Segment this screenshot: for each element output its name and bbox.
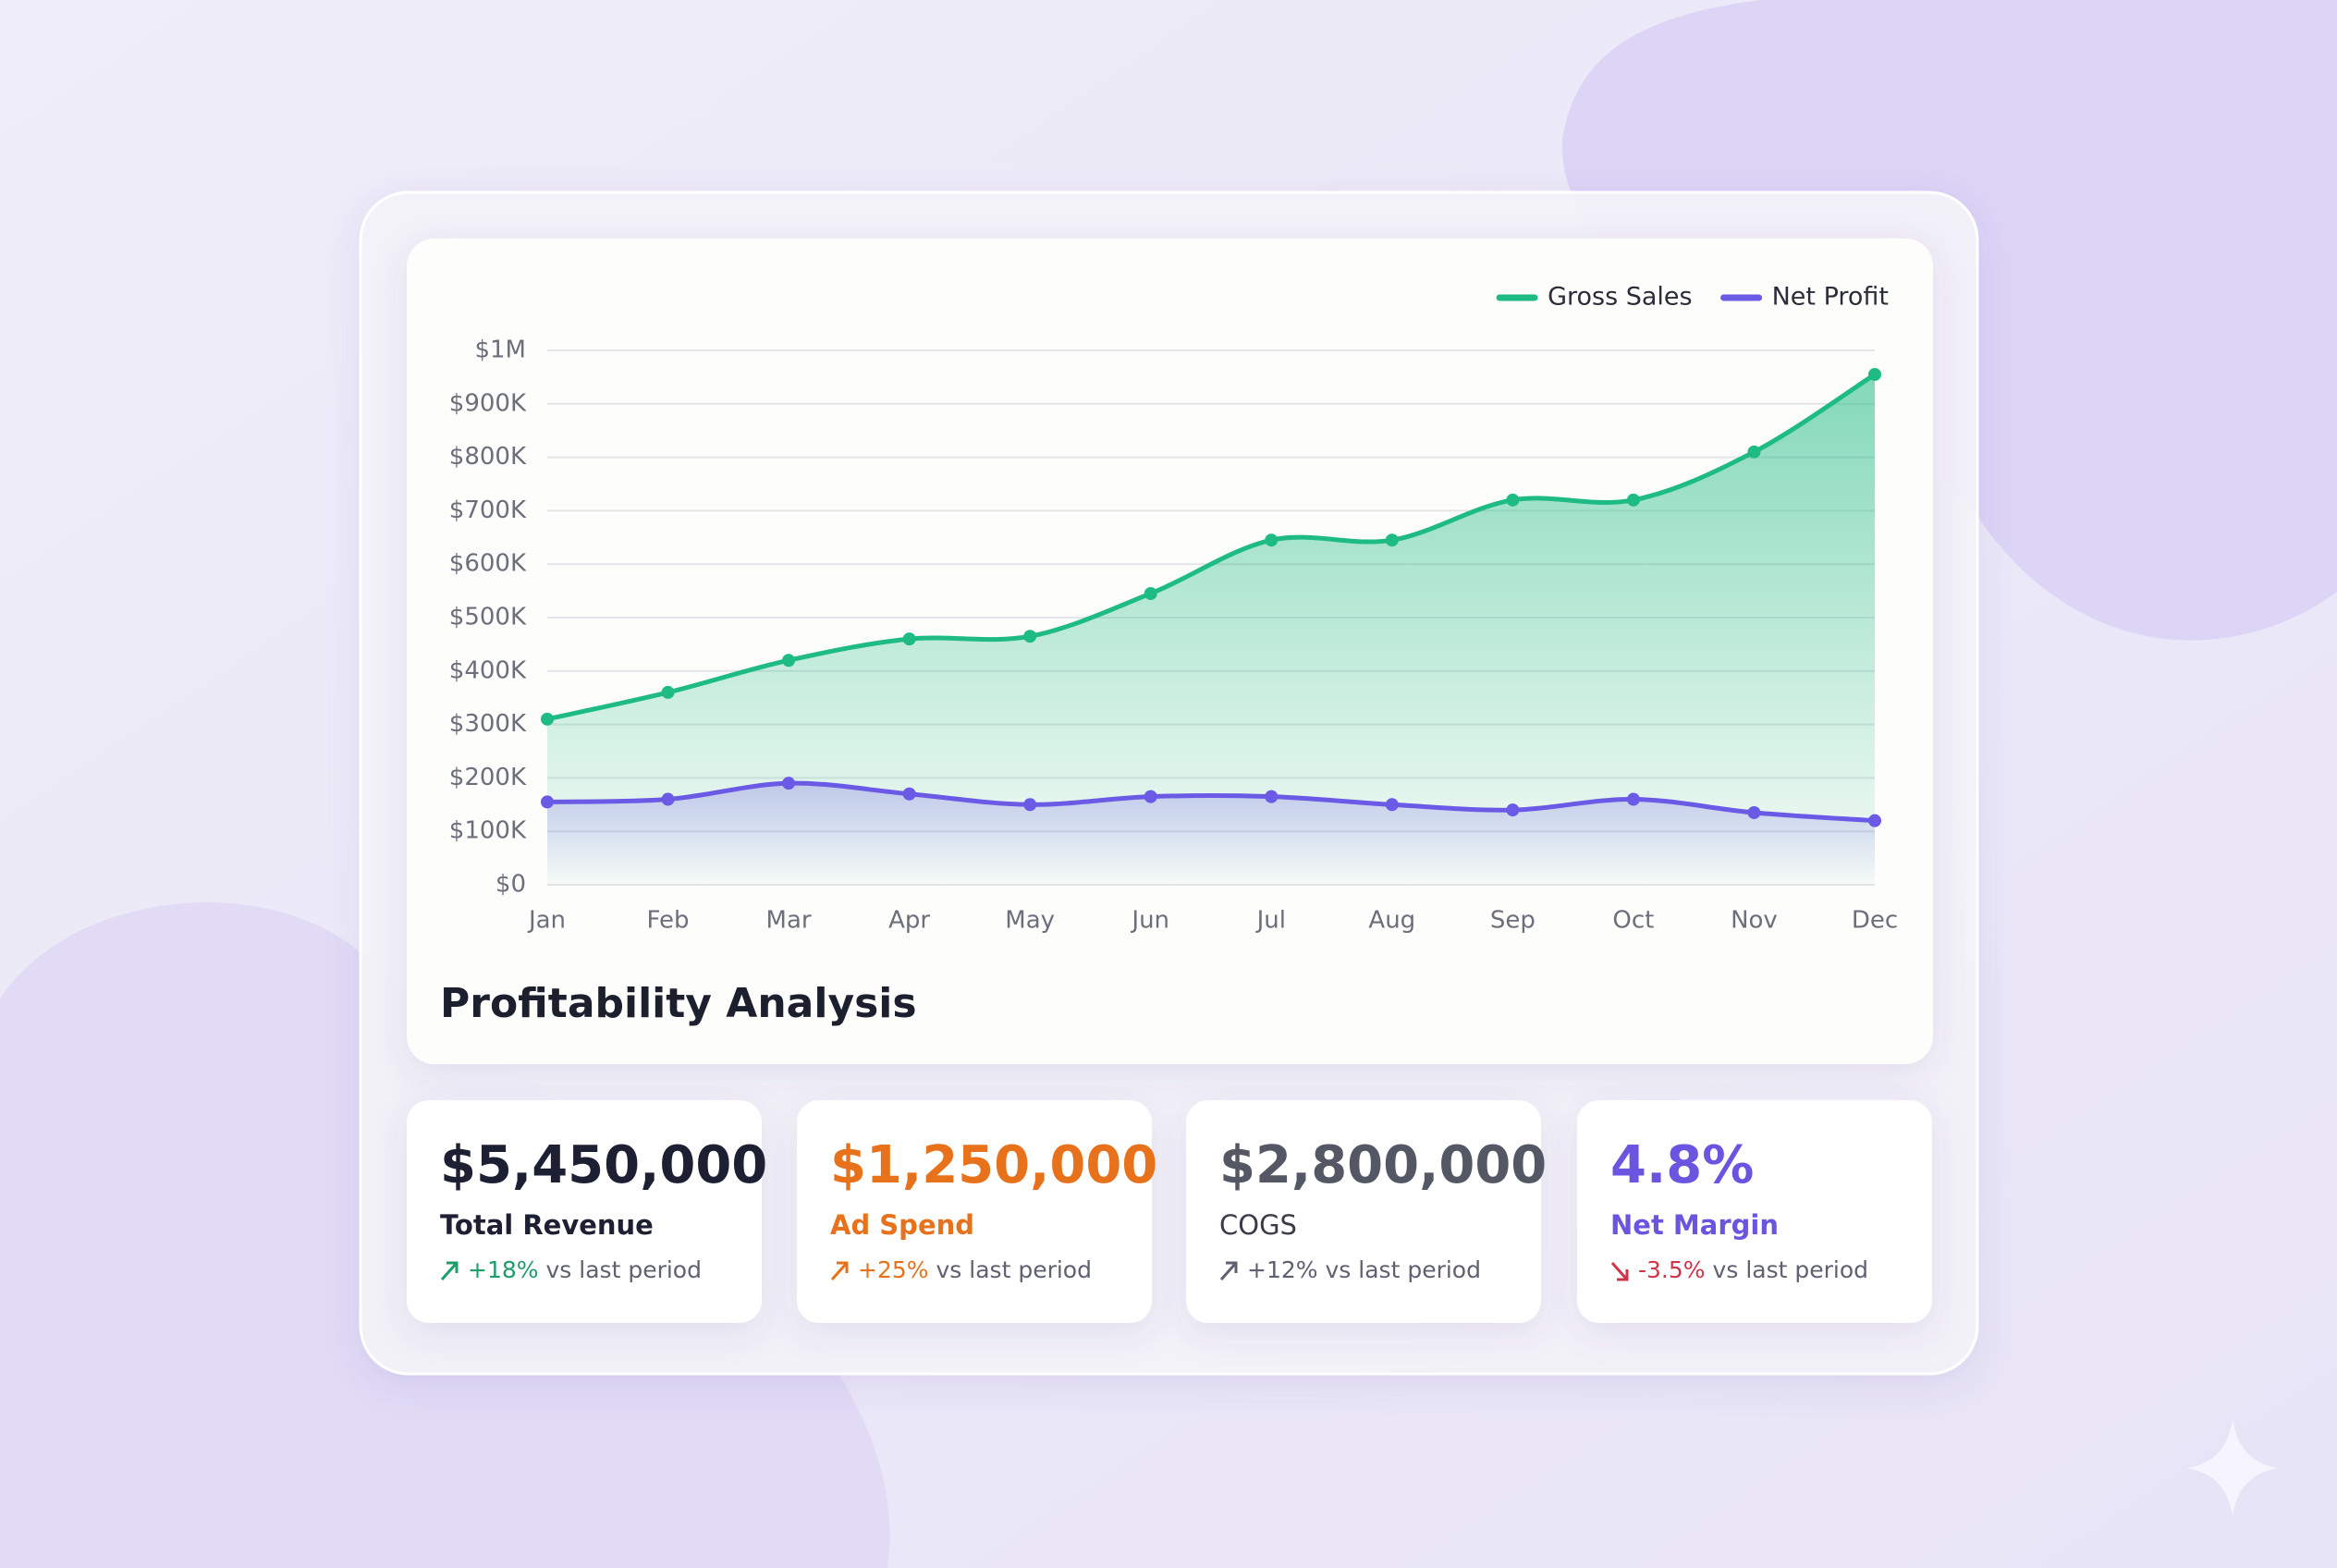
x-tick-label: May [1005,907,1055,935]
trend-icon [440,1261,459,1280]
x-tick-label: Mar [766,907,812,935]
y-tick-label: $700K [449,496,527,524]
x-tick-label: Jan [527,907,566,935]
kpi-card-bg [1186,1100,1541,1323]
kpi-card: $2,800,000 COGS +12% vs last period [1186,1100,1547,1323]
x-tick-label: Oct [1612,907,1654,935]
point [1144,586,1157,600]
point [902,787,916,801]
trend-icon [1610,1262,1629,1281]
y-tick-label: $600K [449,550,527,578]
y-tick-label: $1M [474,337,526,364]
kpi-change-value: -3.5% [1638,1256,1706,1283]
x-tick-label: Sep [1490,907,1536,935]
kpi-change: +12% vs last period [1247,1256,1481,1283]
kpi-change-value: +18% [468,1256,539,1283]
point [1144,790,1157,803]
line [544,372,1878,722]
point [1747,805,1761,819]
point [1868,368,1881,382]
kpi-value: $2,800,000 [1219,1135,1547,1195]
point [541,712,554,726]
point [661,685,675,699]
x-tick-label: Jul [1255,907,1286,935]
kpi-card: 4.8% Net Margin -3.5% vs last period [1577,1100,1932,1323]
point [1385,798,1399,812]
y-tick-label: $900K [449,389,527,417]
point [782,777,796,790]
y-tick-label: $200K [449,764,527,791]
kpi-change-note: vs last period [1326,1256,1481,1283]
point [1868,814,1881,827]
point [1626,493,1640,507]
kpi-label: Total Revenue [440,1209,654,1241]
kpi-change-note: vs last period [936,1256,1092,1283]
point [902,632,916,646]
point [1385,533,1399,547]
kpi-change-note: vs last period [546,1256,702,1283]
y-tick-label: $400K [449,656,527,684]
y-tick-label: $300K [449,710,527,738]
trend-icon [830,1261,849,1280]
kpi-change-value: +12% [1247,1256,1318,1283]
y-tick-label: $500K [449,604,527,631]
point [661,792,675,806]
y-tick-label: $0 [496,871,526,899]
x-tick-label: Dec [1852,907,1898,935]
kpi-change-value: +25% [858,1256,929,1283]
kpi-value: 4.8% [1610,1135,1754,1195]
kpi-change: -3.5% vs last period [1638,1256,1868,1283]
point [1265,790,1279,803]
chart: $0 $100K $200K $300K $400K $500K $600K $700K $80… [449,283,1898,935]
point [1506,493,1520,507]
point [1626,792,1640,806]
sparkle [2186,1419,2279,1516]
y-tick-label: $100K [449,817,527,845]
kpi-card-bg [407,1100,762,1323]
y-tick-label: $800K [449,443,527,471]
point [1506,803,1520,817]
point [782,654,796,668]
kpi-card: $1,250,000 Ad Spend +25% vs last period [797,1100,1157,1323]
kpi-value: $1,250,000 [830,1135,1157,1195]
point [1023,630,1037,643]
x-tick-label: Aug [1368,907,1415,935]
point [541,795,554,809]
legend-label: Net Profit [1772,283,1889,312]
kpi-card-bg [797,1100,1152,1323]
x-tick-label: Nov [1731,907,1778,935]
kpi-change: +18% vs last period [468,1256,702,1283]
trend-icon [1219,1261,1238,1280]
area [547,374,1875,885]
kpi-card: $5,450,000 Total Revenue +18% vs last per… [407,1100,767,1323]
x-tick-label: Apr [888,907,930,935]
kpi-value: $5,450,000 [440,1135,767,1195]
x-tick-label: Feb [647,907,690,935]
legend-label: Gross Sales [1548,283,1693,312]
kpi-change: +25% vs last period [858,1256,1092,1283]
kpi-label: COGS [1219,1209,1297,1241]
x-tick-label: Jun [1130,907,1169,935]
chart-title: Profitability Analysis [440,980,917,1027]
point [1747,445,1761,459]
kpi-label: Net Margin [1610,1209,1779,1241]
kpi-label: Ad Spend [830,1209,974,1241]
line [544,780,1878,824]
kpi-card-bg [1577,1100,1932,1323]
point [1023,798,1037,812]
kpi-change-note: vs last period [1713,1256,1868,1283]
point [1265,533,1279,547]
